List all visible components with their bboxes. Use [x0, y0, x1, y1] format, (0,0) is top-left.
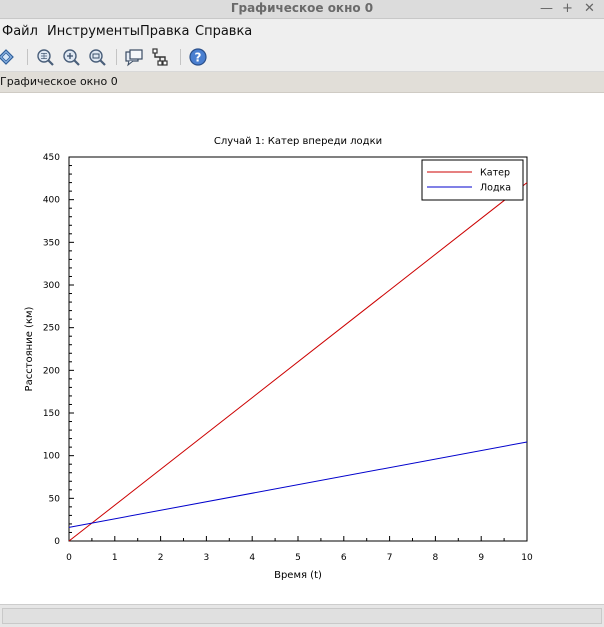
toolbar-separator — [116, 49, 117, 65]
window-title: Графическое окно 0 — [230, 1, 374, 15]
chart-title: Случай 1: Катер впереди лодки — [214, 136, 382, 147]
plot-area — [68, 156, 528, 542]
minimize-icon[interactable]: — — [540, 1, 553, 16]
figure-label: Графическое окно 0 — [0, 75, 118, 88]
legend-label: Катер — [480, 168, 510, 179]
x-axis-label: Время (t) — [274, 570, 322, 581]
close-icon[interactable]: ✕ — [584, 1, 595, 16]
y-tick-label: 300 — [43, 281, 60, 291]
maximize-icon[interactable]: + — [562, 1, 573, 16]
legend-box — [421, 159, 524, 201]
y-tick-label: 400 — [43, 196, 60, 206]
x-tick-label: 3 — [204, 553, 210, 563]
toolbar: ? — [0, 43, 604, 72]
y-tick-label: 450 — [43, 153, 60, 163]
legend-label: Лодка — [480, 183, 511, 194]
series-line-0 — [68, 182, 528, 542]
chart: Случай 1: Катер впереди лодки Время (t) … — [24, 136, 533, 581]
menu-tools[interactable]: Инструменты — [47, 24, 141, 39]
menu-edit[interactable]: Правка — [140, 24, 190, 39]
series-line-1 — [68, 441, 528, 528]
figure-label-bar: Графическое окно 0 — [0, 72, 604, 93]
x-tick-label: 5 — [295, 553, 301, 563]
menu-help[interactable]: Справка — [195, 24, 253, 39]
y-tick-label: 150 — [43, 409, 60, 419]
zoom-out-icon[interactable] — [87, 47, 107, 67]
menu-bar: Файл Инструменты Правка Справка — [0, 19, 604, 43]
status-bar — [0, 604, 604, 627]
graph-editor-icon[interactable] — [150, 47, 170, 67]
x-tick-label: 2 — [158, 553, 164, 563]
x-tick-label: 0 — [66, 553, 72, 563]
zoom-grid-icon[interactable] — [35, 47, 55, 67]
datatip-icon[interactable] — [124, 47, 144, 67]
x-tick-label: 1 — [112, 553, 118, 563]
toolbar-separator — [27, 49, 28, 65]
x-tick-label: 9 — [478, 553, 484, 563]
toolbar-separator — [180, 49, 181, 65]
y-tick-label: 50 — [49, 494, 61, 504]
legend: Катер Лодка — [421, 159, 524, 201]
svg-text:?: ? — [195, 51, 202, 65]
x-tick-label: 10 — [521, 553, 533, 563]
x-tick-label: 4 — [249, 553, 255, 563]
y-tick-label: 100 — [43, 452, 60, 462]
x-tick-label: 6 — [341, 553, 347, 563]
y-tick-label: 350 — [43, 238, 60, 248]
zoom-in-icon[interactable] — [61, 47, 81, 67]
help-icon[interactable]: ? — [188, 47, 208, 67]
menu-file[interactable]: Файл — [2, 24, 38, 39]
y-tick-label: 250 — [43, 324, 60, 334]
y-tick-label: 0 — [54, 537, 60, 547]
x-tick-label: 7 — [387, 553, 393, 563]
rotate-icon[interactable] — [0, 47, 16, 67]
y-tick-label: 200 — [43, 366, 60, 376]
window-titlebar: Графическое окно 0 — + ✕ — [0, 0, 604, 19]
y-axis-label: Расстояние (км) — [24, 306, 35, 391]
status-field — [2, 608, 602, 624]
plot-canvas[interactable]: Случай 1: Катер впереди лодки Время (t) … — [0, 93, 604, 603]
x-tick-label: 8 — [433, 553, 439, 563]
